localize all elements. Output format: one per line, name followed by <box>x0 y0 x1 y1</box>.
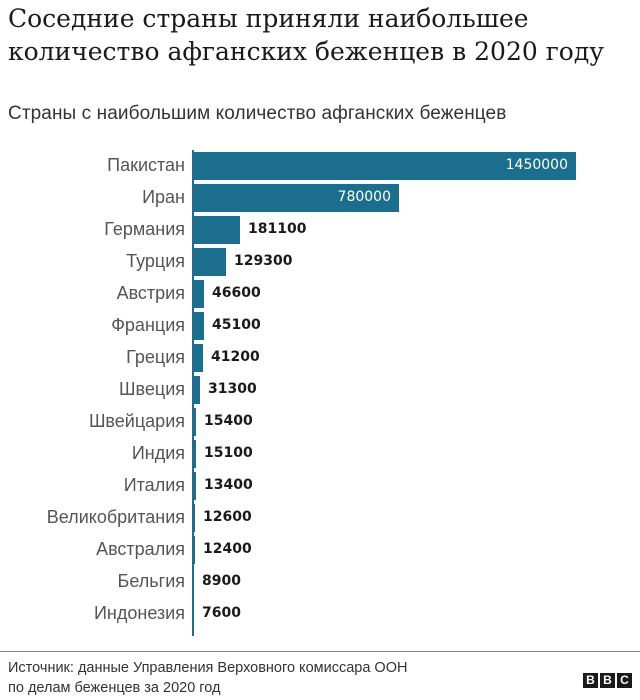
value-label: 1450000 <box>505 157 568 173</box>
value-label: 7600 <box>202 605 241 621</box>
bar-row: Германия 181100 <box>0 216 640 244</box>
bar <box>192 408 196 436</box>
bar-row: Бельгия 8900 <box>0 568 640 596</box>
bar <box>192 280 204 308</box>
bar-row: Швейцария 15400 <box>0 408 640 436</box>
category-label: Греция <box>126 347 185 367</box>
bar-row: Пакистан 1450000 <box>0 152 640 180</box>
category-label: Великобритания <box>46 507 185 527</box>
category-label: Германия <box>104 219 185 239</box>
category-label: Индия <box>131 443 185 463</box>
bar-row: Иран 780000 <box>0 184 640 212</box>
source-note: Источник: данные Управления Верховного к… <box>8 658 407 698</box>
category-label: Индонезия <box>93 603 185 623</box>
bar-row: Швеция 31300 <box>0 376 640 404</box>
bar <box>192 216 240 244</box>
chart-subtitle: Страны с наибольшим количество афганских… <box>8 103 507 124</box>
value-label: 129300 <box>234 253 293 269</box>
bar-row: Австрия 46600 <box>0 280 640 308</box>
chart-title: Соседние страны приняли наибольшее колич… <box>8 4 604 66</box>
value-label: 13400 <box>204 477 253 493</box>
value-label: 31300 <box>208 381 257 397</box>
category-label: Австралия <box>96 539 185 559</box>
bbc-logo: B B C <box>583 673 632 688</box>
bar-row: Великобритания 12600 <box>0 504 640 532</box>
bar-row: Франция 45100 <box>0 312 640 340</box>
bar <box>192 184 399 212</box>
value-label: 8900 <box>202 573 241 589</box>
logo-letter-c: C <box>617 673 632 688</box>
value-label: 12400 <box>203 541 252 557</box>
source-line-1: Источник: данные Управления Верховного к… <box>8 660 408 676</box>
source-line-2: по делам беженцев за 2020 год <box>8 680 221 696</box>
logo-letter-b1: B <box>583 673 598 688</box>
value-label: 45100 <box>212 317 261 333</box>
bar <box>192 152 576 180</box>
category-label: Иран <box>142 187 185 207</box>
bar-row: Австралия 12400 <box>0 536 640 564</box>
value-label: 15400 <box>204 413 253 429</box>
bar-row: Греция 41200 <box>0 344 640 372</box>
value-label: 12600 <box>203 509 252 525</box>
category-label: Швейцария <box>88 411 185 431</box>
category-label: Пакистан <box>107 155 185 175</box>
y-axis-line <box>192 150 194 636</box>
bar-row: Турция 129300 <box>0 248 640 276</box>
bar <box>192 472 196 500</box>
category-label: Италия <box>123 475 185 495</box>
bar <box>192 248 226 276</box>
category-label: Австрия <box>116 283 185 303</box>
category-label: Турция <box>126 251 185 271</box>
category-label: Бельгия <box>117 571 185 591</box>
bar <box>192 376 200 404</box>
bar-row: Италия 13400 <box>0 472 640 500</box>
category-label: Франция <box>111 315 185 335</box>
value-label: 15100 <box>204 445 253 461</box>
bar <box>192 312 204 340</box>
value-label: 780000 <box>337 189 391 205</box>
value-label: 41200 <box>211 349 260 365</box>
category-label: Швеция <box>119 379 185 399</box>
footer-divider <box>0 651 640 652</box>
value-label: 181100 <box>248 221 307 237</box>
value-label: 46600 <box>212 285 261 301</box>
bar-row: Индонезия 7600 <box>0 600 640 628</box>
bar-row: Индия 15100 <box>0 440 640 468</box>
bar <box>192 344 203 372</box>
bar <box>192 440 196 468</box>
logo-letter-b2: B <box>600 673 615 688</box>
